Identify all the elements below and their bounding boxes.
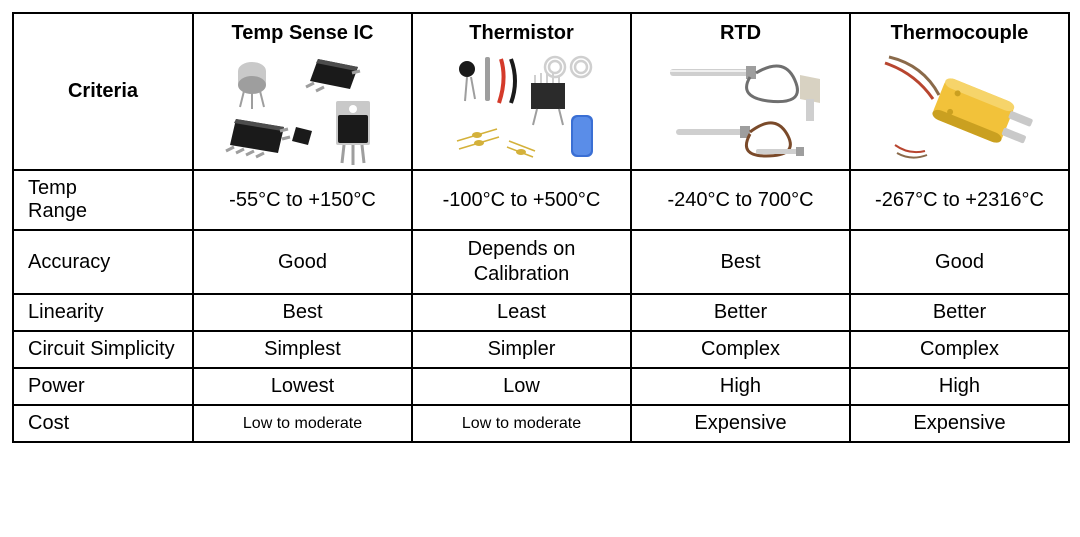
cell: Best bbox=[193, 294, 412, 331]
criteria-header: Criteria bbox=[13, 13, 193, 170]
sensor-comparison-table: Criteria Temp Sense IC bbox=[12, 12, 1070, 443]
row-label: Linearity bbox=[13, 294, 193, 331]
cell: High bbox=[631, 368, 850, 405]
cell: Lowest bbox=[193, 368, 412, 405]
thermocouple-connector-icon bbox=[875, 49, 1045, 169]
cell: Low to moderate bbox=[412, 405, 631, 442]
row-power: Power Lowest Low High High bbox=[13, 368, 1069, 405]
col-header-ic: Temp Sense IC bbox=[193, 13, 412, 170]
cell: -100°C to +500°C bbox=[412, 170, 631, 230]
row-label: Cost bbox=[13, 405, 193, 442]
col-label-th: Thermistor bbox=[469, 14, 573, 45]
cell: Better bbox=[850, 294, 1069, 331]
row-cost: Cost Low to moderate Low to moderate Exp… bbox=[13, 405, 1069, 442]
col-header-tc: Thermocouple bbox=[850, 13, 1069, 170]
cell: Good bbox=[193, 230, 412, 294]
row-temp-range: TempRange -55°C to +150°C -100°C to +500… bbox=[13, 170, 1069, 230]
cell: Best bbox=[631, 230, 850, 294]
col-label-tc: Thermocouple bbox=[891, 14, 1029, 45]
cell: Complex bbox=[631, 331, 850, 368]
cell: Expensive bbox=[631, 405, 850, 442]
cell: Least bbox=[412, 294, 631, 331]
thermistor-icon bbox=[437, 49, 607, 169]
thumb-tc bbox=[851, 49, 1068, 169]
cell: Low bbox=[412, 368, 631, 405]
cell: -55°C to +150°C bbox=[193, 170, 412, 230]
ic-package-icon bbox=[218, 49, 388, 169]
col-label-rtd: RTD bbox=[720, 14, 761, 45]
row-linearity: Linearity Best Least Better Better bbox=[13, 294, 1069, 331]
rtd-probe-icon bbox=[656, 49, 826, 169]
thumb-ic bbox=[194, 49, 411, 169]
criteria-label: Criteria bbox=[68, 80, 138, 102]
cell: Better bbox=[631, 294, 850, 331]
header-row: Criteria Temp Sense IC bbox=[13, 13, 1069, 170]
cell: Complex bbox=[850, 331, 1069, 368]
row-accuracy: Accuracy Good Depends onCalibration Best… bbox=[13, 230, 1069, 294]
cell: Simpler bbox=[412, 331, 631, 368]
cell: Simplest bbox=[193, 331, 412, 368]
row-label: TempRange bbox=[13, 170, 193, 230]
row-label: Power bbox=[13, 368, 193, 405]
cell: -267°C to +2316°C bbox=[850, 170, 1069, 230]
col-header-th: Thermistor bbox=[412, 13, 631, 170]
cell: -240°C to 700°C bbox=[631, 170, 850, 230]
cell: Depends onCalibration bbox=[412, 230, 631, 294]
col-label-ic: Temp Sense IC bbox=[232, 14, 374, 45]
thumb-rtd bbox=[632, 49, 849, 169]
col-header-rtd: RTD bbox=[631, 13, 850, 170]
row-label: Circuit Simplicity bbox=[13, 331, 193, 368]
row-label: Accuracy bbox=[13, 230, 193, 294]
cell: High bbox=[850, 368, 1069, 405]
thumb-th bbox=[413, 49, 630, 169]
cell: Low to moderate bbox=[193, 405, 412, 442]
cell: Good bbox=[850, 230, 1069, 294]
row-circuit-simplicity: Circuit Simplicity Simplest Simpler Comp… bbox=[13, 331, 1069, 368]
cell: Expensive bbox=[850, 405, 1069, 442]
